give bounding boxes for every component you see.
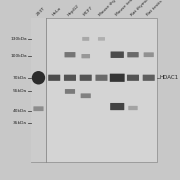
FancyBboxPatch shape — [144, 52, 154, 57]
FancyBboxPatch shape — [80, 75, 92, 81]
FancyBboxPatch shape — [64, 52, 75, 57]
Text: Rat testis: Rat testis — [146, 0, 163, 17]
FancyBboxPatch shape — [110, 74, 125, 82]
FancyBboxPatch shape — [127, 75, 139, 81]
FancyBboxPatch shape — [95, 75, 107, 81]
Text: 40kDa: 40kDa — [13, 109, 27, 113]
FancyBboxPatch shape — [127, 52, 139, 57]
FancyBboxPatch shape — [48, 75, 60, 81]
Bar — [31, 18, 157, 162]
Text: Mouse thymus: Mouse thymus — [99, 0, 124, 17]
Bar — [31, 18, 46, 162]
FancyBboxPatch shape — [98, 37, 105, 41]
Text: Mouse testis: Mouse testis — [114, 0, 137, 17]
Text: 293T: 293T — [36, 7, 46, 17]
FancyBboxPatch shape — [81, 93, 91, 98]
FancyBboxPatch shape — [33, 106, 44, 111]
Text: HDAC1: HDAC1 — [160, 75, 179, 80]
Text: MCF7: MCF7 — [83, 6, 94, 17]
FancyBboxPatch shape — [81, 54, 90, 58]
FancyBboxPatch shape — [128, 106, 138, 110]
Text: 55kDa: 55kDa — [13, 89, 27, 93]
FancyBboxPatch shape — [110, 103, 124, 110]
FancyBboxPatch shape — [143, 75, 155, 81]
Text: 35kDa: 35kDa — [13, 121, 27, 125]
FancyBboxPatch shape — [82, 37, 89, 41]
Text: HeLa: HeLa — [51, 6, 62, 17]
Ellipse shape — [32, 71, 45, 84]
FancyBboxPatch shape — [65, 89, 75, 94]
Text: 130kDa: 130kDa — [10, 37, 27, 41]
FancyBboxPatch shape — [111, 51, 124, 58]
Text: HepG2: HepG2 — [67, 4, 80, 17]
FancyBboxPatch shape — [64, 75, 76, 81]
Text: 70kDa: 70kDa — [13, 76, 27, 80]
Text: Rat thymus: Rat thymus — [130, 0, 150, 17]
Text: 100kDa: 100kDa — [10, 54, 27, 58]
